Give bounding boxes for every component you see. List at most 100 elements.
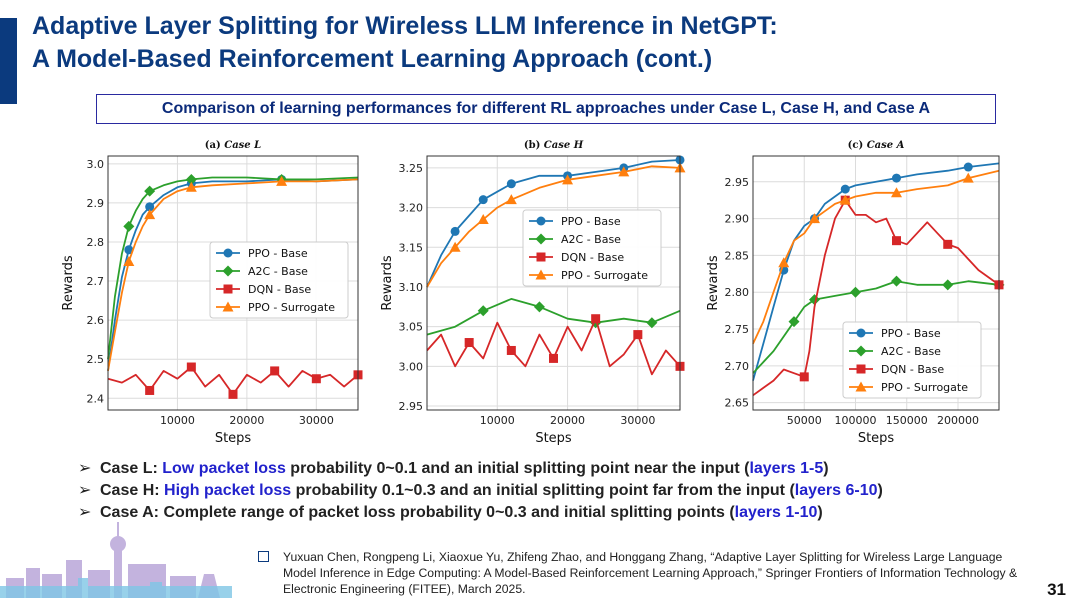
chart-legend: PPO - Base A2C - Base DQN - Base PPO - Surr… (209, 241, 349, 319)
data-point-marker (185, 181, 197, 192)
plot-frame (107, 155, 359, 411)
data-point-marker (145, 202, 155, 212)
y-tick-label: 2.80 (725, 286, 750, 299)
y-axis-label: Rewards (61, 255, 76, 310)
bullet-suffix: ) (877, 482, 883, 499)
chart-case-l-svg: (a) Case L 2.4 2.5 2.6 2.7 2.8 2.9 3.0 10000 2000… (61, 140, 363, 446)
y-tick-label: 2.85 (725, 249, 750, 262)
legend-label: DQN - Base (248, 283, 311, 296)
bullet-prefix: Case A: (100, 504, 164, 521)
data-point-marker (276, 175, 288, 186)
legend-label: PPO - Surrogate (248, 301, 335, 314)
chart-panel-label: (a) (205, 140, 224, 151)
chart-case-h: (b) Case H 2.95 3.00 3.05 3.10 3.15 3.20 3.25 10… (375, 136, 686, 453)
series-line (107, 176, 359, 360)
data-point-marker (505, 194, 517, 205)
data-point-marker (228, 389, 238, 399)
title-line-2: A Model-Based Reinforcement Learning App… (32, 45, 713, 73)
data-point-marker (144, 209, 156, 220)
data-point-marker (144, 185, 156, 197)
bullet-layers: layers 1-10 (734, 504, 818, 521)
series-ppo-surrogate (107, 175, 359, 372)
data-point-marker (778, 257, 790, 268)
series-dqn-base (107, 362, 363, 399)
legend-marker (856, 328, 866, 338)
data-point-marker (562, 174, 574, 185)
reference-text: Yuxuan Chen, Rongpeng Li, Xiaoxue Yu, Zh… (283, 550, 1018, 596)
legend-marker (856, 364, 866, 374)
legend-label: A2C - Base (561, 233, 621, 246)
legend-marker (223, 248, 233, 258)
plot-frame (426, 155, 681, 411)
data-point-marker (464, 338, 474, 348)
data-point-marker (591, 314, 601, 324)
bullet-suffix: ) (817, 504, 823, 521)
data-point-marker (839, 194, 851, 205)
chart-panel-label: (b) (524, 140, 544, 151)
data-point-marker (186, 362, 196, 372)
data-point-marker (646, 317, 658, 329)
x-tick-label: 10000 (160, 414, 195, 427)
data-point-marker (145, 385, 155, 395)
legend-marker (855, 345, 867, 357)
legend-label: DQN - Base (881, 363, 944, 376)
data-point-marker (962, 172, 974, 183)
legend-label: PPO - Base (248, 247, 308, 260)
x-tick-label: 50000 (787, 414, 822, 427)
data-point-marker (506, 179, 516, 189)
chart-title: (c) Case A (848, 140, 905, 151)
data-point-marker (123, 220, 135, 232)
data-point-marker (477, 305, 489, 317)
x-axis-label: Steps (215, 431, 252, 446)
x-tick-label: 20000 (550, 414, 585, 427)
y-tick-label: 3.10 (399, 281, 424, 294)
data-point-marker (270, 366, 280, 376)
chart-case-title: Case H (544, 140, 584, 151)
series-line (426, 297, 681, 336)
y-axis-label: Rewards (706, 255, 721, 310)
x-tick-label: 30000 (620, 414, 655, 427)
comparison-caption: Comparison of learning performances for … (96, 94, 996, 124)
legend-label: DQN - Base (561, 251, 624, 264)
data-point-marker (123, 256, 135, 267)
x-axis-label: Steps (535, 431, 572, 446)
legend-box (842, 321, 982, 399)
x-tick-label: 100000 (835, 414, 877, 427)
legend-label: A2C - Base (881, 345, 941, 358)
chart-legend: PPO - Base A2C - Base DQN - Base PPO - Surr… (842, 321, 982, 399)
chart-case-title: Case L (224, 140, 261, 151)
series-line (752, 199, 1000, 397)
bullet-middle: probability 0~0.1 and an initial splitti… (285, 460, 750, 477)
data-point-marker (124, 245, 134, 255)
y-tick-label: 2.95 (399, 400, 424, 413)
series-line (752, 169, 1000, 345)
bullet-layers: layers 1-5 (749, 460, 824, 477)
x-tick-label: 30000 (299, 414, 334, 427)
legend-marker (535, 233, 547, 245)
chart-title: (a) Case L (205, 140, 261, 151)
arrow-bullet-icon: ➢ (78, 482, 92, 499)
chart-case-h-svg: (b) Case H 2.95 3.00 3.05 3.10 3.15 3.20 3.25 10… (380, 140, 686, 446)
y-tick-label: 2.90 (725, 213, 750, 226)
data-point-marker (892, 173, 901, 183)
chart-case-a: (c) Case A 2.65 2.70 2.75 2.80 2.85 2.90 2.95 50… (695, 136, 1005, 453)
legend-marker (222, 301, 234, 312)
legend-marker (535, 269, 547, 280)
legend-label: A2C - Base (248, 265, 308, 278)
legend-box (209, 241, 349, 319)
data-point-marker (788, 316, 800, 328)
data-point-marker (185, 173, 197, 185)
y-tick-label: 2.9 (87, 197, 105, 210)
title-accent-bar (0, 18, 17, 104)
y-tick-label: 2.7 (87, 275, 105, 288)
y-tick-label: 2.65 (725, 397, 750, 410)
y-tick-label: 2.95 (725, 176, 750, 189)
series-ppo-surrogate (426, 162, 686, 288)
x-axis-label: Steps (858, 431, 895, 446)
chart-panel-label: (c) (848, 140, 867, 151)
y-tick-label: 3.20 (399, 202, 424, 215)
city-skyline-logo (0, 522, 232, 598)
data-point-marker (891, 187, 902, 198)
x-tick-label: 10000 (480, 414, 515, 427)
series-ppo-base (752, 162, 1000, 381)
